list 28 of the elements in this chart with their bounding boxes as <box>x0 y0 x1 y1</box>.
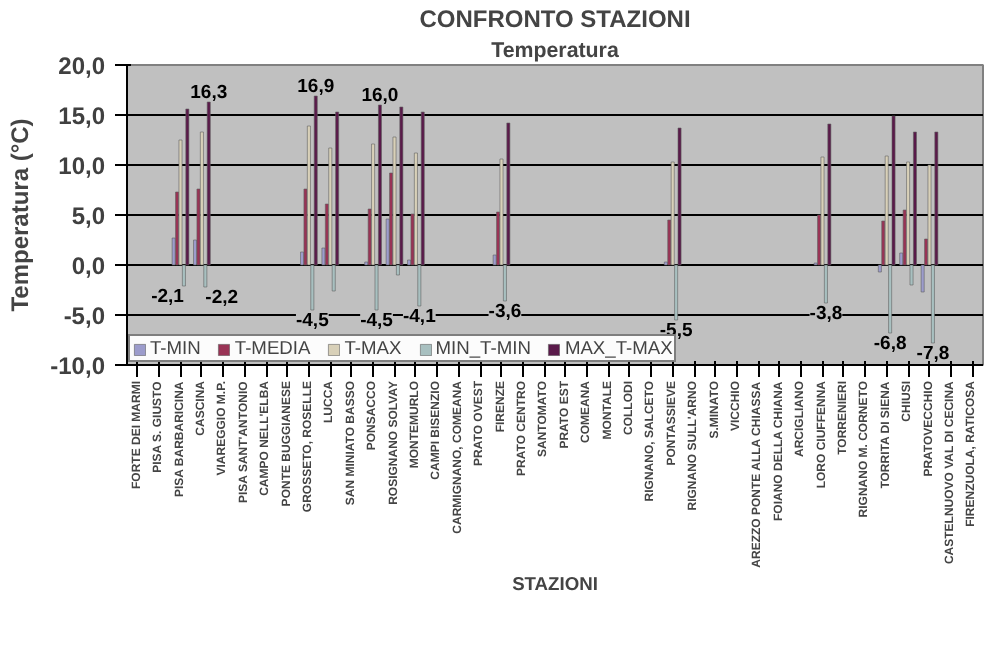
chart-subtitle: Temperatura <box>491 39 619 63</box>
chart-title: CONFRONTO STAZIONI <box>419 5 691 33</box>
data-label: -6,8 <box>873 333 907 355</box>
data-label: -4,1 <box>402 306 438 328</box>
data-label: -2,2 <box>205 287 239 309</box>
data-label: -3,6 <box>488 301 522 323</box>
y-tick-label: -5,0 <box>63 302 106 330</box>
x-axis-title: STAZIONI <box>512 573 598 594</box>
data-label: 16,0 <box>361 85 399 107</box>
legend-label: T-MAX <box>344 338 402 358</box>
data-label: 16,9 <box>297 76 335 98</box>
data-label: -4,5 <box>295 310 331 332</box>
y-tick-label: 5,0 <box>71 202 106 230</box>
y-tick-label: -10,0 <box>50 352 106 380</box>
y-axis-title: Temperatura (°C) <box>6 118 35 312</box>
y-tick-label: 10,0 <box>58 152 106 180</box>
legend-label: T-MEDIA <box>234 338 311 358</box>
legend-label: MAX_T-MAX <box>564 338 673 358</box>
data-label: -3,8 <box>809 303 843 325</box>
data-label: -4,5 <box>360 310 395 332</box>
data-label: -2,1 <box>151 286 186 308</box>
legend-label: MIN_T-MIN <box>435 338 531 358</box>
data-label: -7,8 <box>916 343 950 365</box>
y-tick-label: 0,0 <box>71 252 106 280</box>
data-label: 16,3 <box>190 82 228 104</box>
y-tick-label: 15,0 <box>58 102 106 130</box>
legend-label: T-MIN <box>150 338 201 358</box>
y-tick-label: 20,0 <box>58 52 106 80</box>
